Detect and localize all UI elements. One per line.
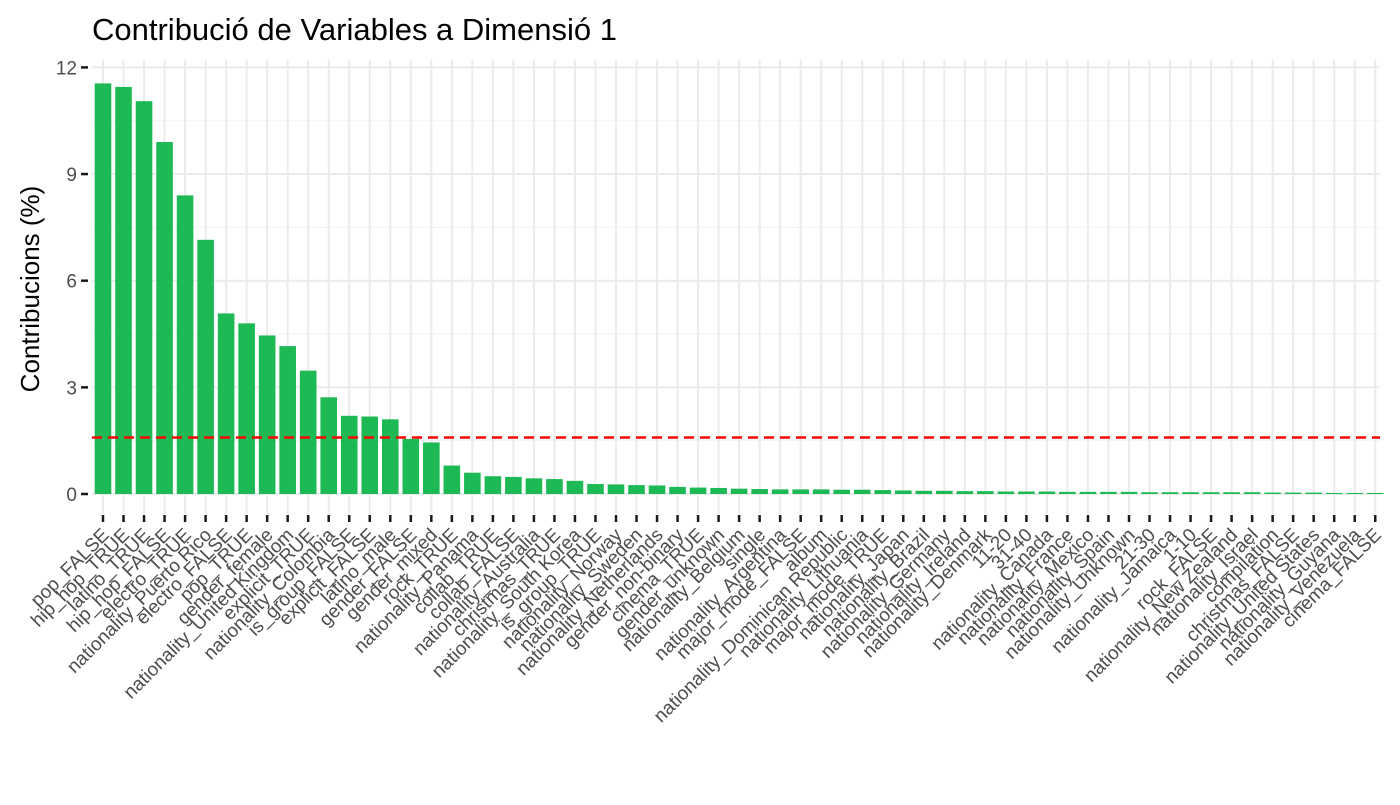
bar — [1346, 492, 1364, 494]
bar — [361, 416, 379, 494]
bar — [258, 335, 276, 494]
bar — [197, 239, 214, 494]
bar — [299, 370, 317, 494]
bar — [628, 485, 645, 494]
bar — [1161, 492, 1179, 494]
bar — [833, 489, 851, 494]
bar — [320, 397, 338, 494]
bar — [894, 490, 912, 494]
y-tick-label: 3 — [66, 378, 77, 399]
bar — [1284, 492, 1302, 494]
bar — [853, 489, 871, 494]
bar — [915, 490, 933, 494]
bar — [648, 485, 666, 494]
bar — [1223, 492, 1240, 494]
bar — [1018, 491, 1035, 494]
y-tick-label: 6 — [66, 272, 77, 293]
bar — [238, 323, 255, 494]
bar — [279, 346, 296, 494]
bar — [464, 472, 481, 494]
y-tick-label: 0 — [66, 485, 77, 506]
bar — [402, 438, 420, 494]
bar — [730, 488, 748, 494]
chart-title: Contribució de Variables a Dimensió 1 — [92, 12, 617, 47]
bar — [751, 489, 768, 494]
bar — [484, 476, 502, 494]
bar — [443, 465, 461, 494]
bar — [525, 478, 543, 494]
bar — [217, 313, 235, 494]
bar — [1141, 492, 1158, 494]
y-tick-label: 12 — [56, 58, 77, 79]
bar — [340, 415, 358, 494]
bar — [587, 484, 604, 494]
bar — [812, 489, 830, 494]
bar — [1120, 491, 1138, 494]
bar — [1305, 492, 1322, 494]
bar — [997, 491, 1015, 494]
bar — [956, 491, 974, 494]
bar — [792, 489, 809, 494]
bar — [771, 489, 789, 494]
bar — [381, 419, 399, 494]
bar — [505, 476, 522, 494]
bar — [1243, 492, 1261, 494]
bar — [135, 101, 153, 495]
y-axis-label: Contribucions (%) — [15, 186, 45, 393]
bar — [710, 487, 727, 494]
bar — [1202, 492, 1220, 494]
bar — [1079, 491, 1097, 494]
bar — [115, 86, 132, 494]
bar — [977, 491, 994, 494]
bar — [1100, 491, 1117, 494]
bar — [156, 142, 173, 494]
bar — [936, 490, 953, 494]
bar — [607, 484, 625, 494]
bar — [1366, 492, 1384, 494]
bar — [669, 486, 686, 494]
bar — [1325, 492, 1343, 494]
bar — [176, 195, 194, 494]
bar — [94, 83, 112, 495]
bar — [1059, 491, 1076, 494]
bar — [689, 487, 707, 494]
y-axis: 0 3 6 9 12 — [56, 58, 88, 506]
bar — [1038, 491, 1056, 494]
bar — [874, 490, 892, 494]
bar — [423, 442, 440, 494]
bar — [566, 480, 584, 494]
y-tick-label: 9 — [66, 165, 77, 186]
bar — [1264, 492, 1281, 494]
bars — [94, 83, 1384, 495]
bar — [1182, 492, 1199, 494]
x-axis: pop_FALSEhip_hop_TRUElatino_TRUEhip_hop_… — [27, 515, 1386, 727]
bar — [546, 479, 563, 494]
